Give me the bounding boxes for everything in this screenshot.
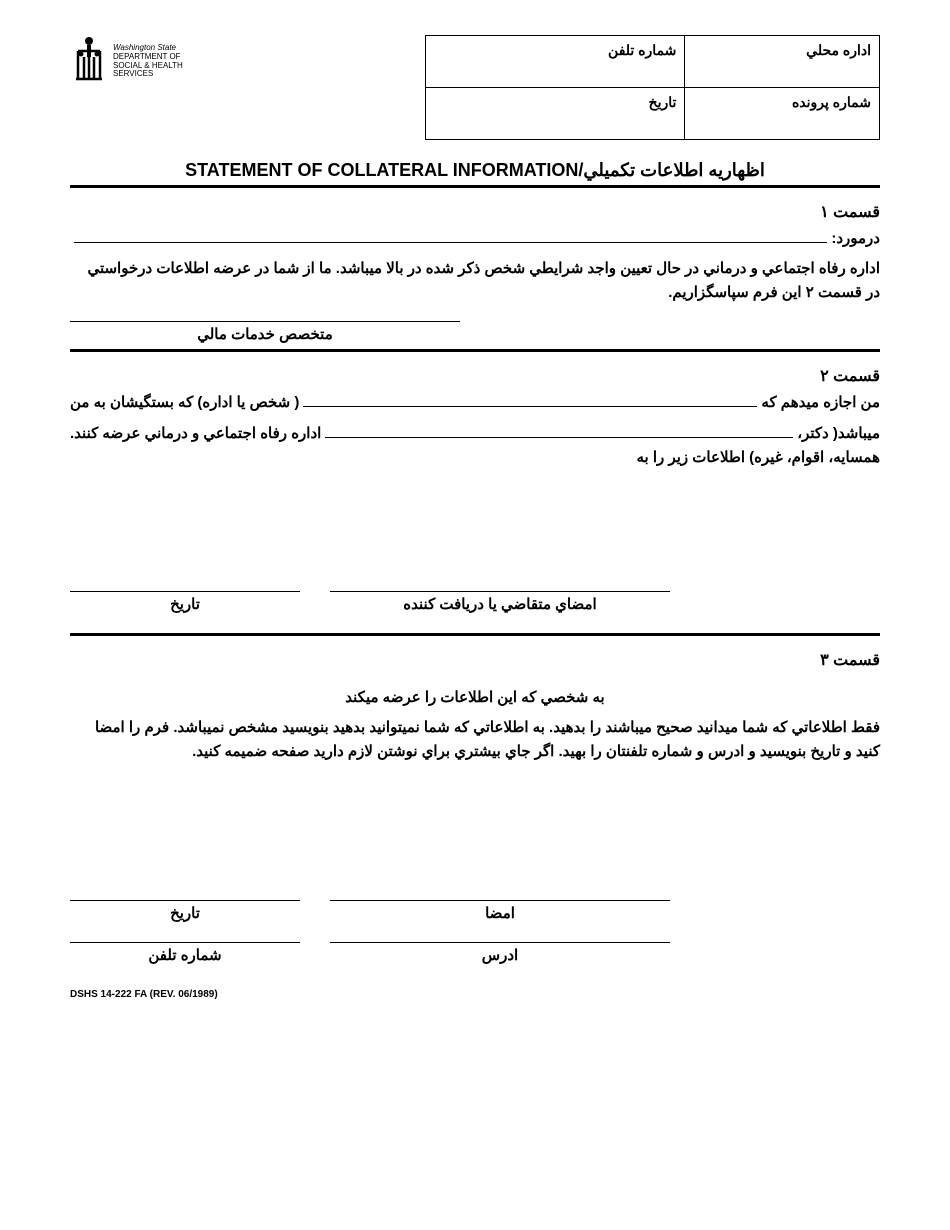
form-id-footer: DSHS 14-222 FA (REV. 06/1989) — [70, 989, 880, 1000]
section3-heading: قسمت ٣ — [70, 650, 880, 670]
section2-heading: قسمت ٢ — [70, 366, 880, 386]
applicant-signature-line[interactable]: امضاي متقاضي يا دريافت کننده — [330, 591, 670, 613]
provider-phone-line[interactable]: شماره تلفن — [70, 942, 300, 964]
header-info-table: اداره محلي شماره تلفن شماره پرونده تاريخ — [425, 35, 880, 140]
title-rule — [70, 185, 880, 188]
s2-line3: همسايه، اقوام، غيره) اطلاعات زير را به — [70, 446, 880, 470]
local-office-cell[interactable]: اداره محلي — [685, 36, 880, 88]
section3-writing-area[interactable] — [70, 780, 880, 900]
section1-heading: قسمت ١ — [70, 202, 880, 222]
logo-dept-line3: SERVICES — [113, 70, 183, 79]
s2-line1-pre: من اجازه ميدهم که — [761, 393, 880, 411]
section2-line2: ميباشد( دکتر، اداره رفاه اجتماعي و درمان… — [70, 423, 880, 442]
s2-line2-pre: ميباشد( دکتر، — [797, 424, 880, 442]
re-label: درمورد: — [831, 229, 880, 247]
section2-writing-area[interactable] — [70, 486, 880, 591]
applicant-date-line[interactable]: تاريخ — [70, 591, 300, 613]
section3-subheading: به شخصي که اين اطلاعات را عرضه ميکند — [70, 688, 880, 706]
section1-body: اداره رفاه اجتماعي و درماني در حال تعيين… — [70, 257, 880, 305]
section1-signature-row: متخصص خدمات مالي — [70, 321, 880, 343]
header-row: Washington State DEPARTMENT OF SOCIAL & … — [70, 35, 880, 140]
provider-date-line[interactable]: تاريخ — [70, 900, 300, 922]
section2-end-rule — [70, 633, 880, 636]
s2-line1-field[interactable] — [303, 392, 757, 407]
date-cell[interactable]: تاريخ — [426, 88, 685, 140]
section1-end-rule — [70, 349, 880, 352]
agency-logo: Washington State DEPARTMENT OF SOCIAL & … — [70, 35, 183, 88]
section3-signature-row1: امضا تاريخ — [70, 900, 880, 922]
section3-signature-row2: ادرس شماره تلفن — [70, 942, 880, 964]
phone-cell[interactable]: شماره تلفن — [426, 36, 685, 88]
s2-line2-field[interactable] — [325, 423, 793, 438]
provider-address-line[interactable]: ادرس — [330, 942, 670, 964]
form-title: اظهاريه اطلاعات تکميلي/STATEMENT OF COLL… — [70, 160, 880, 181]
re-field-line[interactable] — [74, 228, 827, 243]
agency-logo-text: Washington State DEPARTMENT OF SOCIAL & … — [113, 44, 183, 79]
section2-signature-row: امضاي متقاضي يا دريافت کننده تاريخ — [70, 591, 880, 613]
section3-body: فقط اطلاعاتي که شما ميدانيد صحيح ميباشند… — [70, 716, 880, 764]
section1-re-line: درمورد: — [70, 228, 880, 247]
provider-signature-line[interactable]: امضا — [330, 900, 670, 922]
dshs-logo-icon — [70, 35, 108, 88]
financial-specialist-line[interactable]: متخصص خدمات مالي — [70, 321, 460, 343]
s2-line1-post: ( شخص يا اداره) که بستگيشان به من — [70, 393, 299, 411]
section2-line1: من اجازه ميدهم که ( شخص يا اداره) که بست… — [70, 392, 880, 411]
case-number-cell[interactable]: شماره پرونده — [685, 88, 880, 140]
s2-line2-post: اداره رفاه اجتماعي و درماني عرضه کنند. — [70, 424, 321, 442]
